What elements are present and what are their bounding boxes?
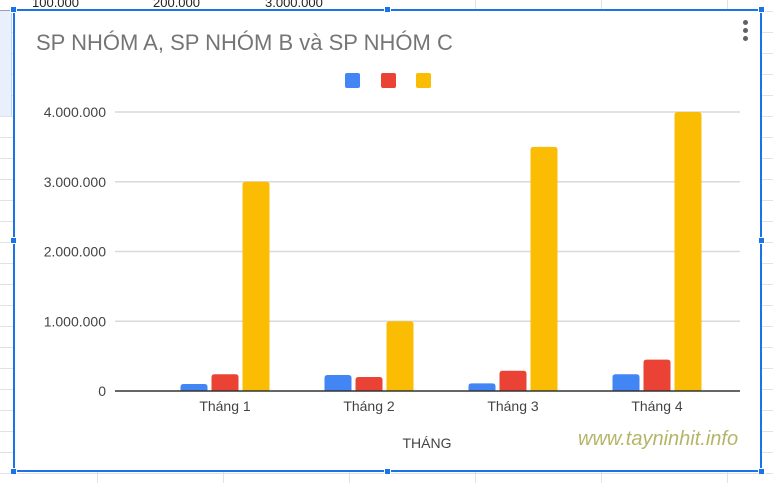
resize-handle-right[interactable] (758, 237, 765, 244)
bar[interactable] (530, 146, 558, 391)
x-tick-label: Tháng 3 (487, 398, 539, 414)
bar[interactable] (674, 112, 702, 391)
x-tick-label: Tháng 4 (631, 398, 683, 414)
resize-handle-bottom[interactable] (384, 468, 391, 475)
x-axis-title: THÁNG (403, 435, 452, 451)
bar[interactable] (324, 374, 352, 391)
x-tick-label: Tháng 1 (199, 398, 251, 414)
more-vert-icon[interactable] (740, 20, 750, 42)
resize-handle-bottom-right[interactable] (758, 468, 765, 475)
legend-swatch-series-1 (345, 73, 360, 88)
legend-swatch-series-2 (381, 73, 396, 88)
x-tick-label: Tháng 2 (343, 398, 395, 414)
sheet-cell[interactable]: 100.000 (32, 0, 79, 10)
selected-column-band (0, 11, 12, 116)
bar[interactable] (386, 321, 414, 391)
bar[interactable] (499, 370, 527, 391)
chart-title: SP NHÓM A, SP NHÓM B và SP NHÓM C (36, 30, 453, 55)
resize-handle-bottom-left[interactable] (10, 468, 17, 475)
bar[interactable] (643, 359, 671, 391)
legend-swatch-series-3 (416, 73, 431, 88)
bar[interactable] (180, 384, 208, 391)
resize-handle-left[interactable] (10, 237, 17, 244)
y-tick-label: 3.000.000 (44, 174, 106, 190)
bar[interactable] (242, 181, 270, 391)
resize-handle-top-left[interactable] (10, 6, 17, 13)
y-tick-label: 4.000.000 (44, 104, 106, 120)
sheet-cell[interactable]: 200.000 (153, 0, 200, 10)
y-tick-label: 0 (98, 383, 106, 399)
y-tick-label: 1.000.000 (44, 313, 106, 329)
resize-handle-top[interactable] (384, 6, 391, 13)
bar[interactable] (211, 374, 239, 391)
resize-handle-top-right[interactable] (758, 6, 765, 13)
bar[interactable] (355, 377, 383, 391)
sheet-cell[interactable]: 3.000.000 (265, 0, 323, 10)
bar[interactable] (612, 374, 640, 391)
watermark-text: www.tayninhit.info (578, 428, 739, 450)
y-tick-label: 2.000.000 (44, 244, 106, 260)
bar[interactable] (468, 383, 496, 391)
